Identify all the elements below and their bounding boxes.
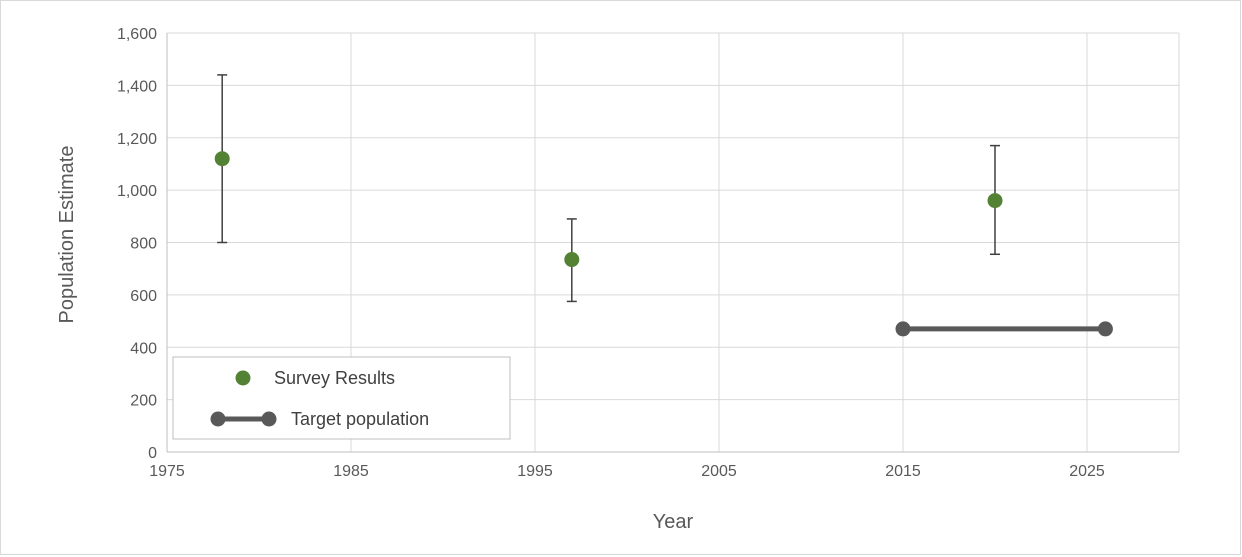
y-tick-label: 800 <box>130 236 157 253</box>
legend-survey-results-label: Survey Results <box>274 368 395 388</box>
legend-target-population-label: Target population <box>291 409 429 429</box>
legend-target-population-marker-left <box>210 411 226 427</box>
legend-box <box>172 356 511 440</box>
y-tick-label: 1,400 <box>117 78 157 95</box>
x-tick-label: 2025 <box>1069 463 1105 480</box>
x-tick-label: 2015 <box>885 463 921 480</box>
tick-labels: 0 200 400 600 800 1,000 1,200 1,400 1,600 1975 198… <box>117 26 1105 480</box>
y-tick-label: 0 <box>148 445 157 462</box>
legend-survey-results-marker <box>235 370 251 386</box>
y-tick-label: 1,000 <box>117 183 157 200</box>
survey-result-point <box>987 193 1003 209</box>
survey-results-series <box>214 74 1003 303</box>
y-tick-label: 600 <box>130 288 157 305</box>
x-tick-label: 1985 <box>333 463 369 480</box>
target-population-marker <box>895 321 911 337</box>
x-axis-title: Year <box>653 511 694 533</box>
target-population-marker <box>1097 321 1113 337</box>
target-population-series <box>895 321 1113 337</box>
y-tick-label: 1,200 <box>117 131 157 148</box>
x-tick-label: 1995 <box>517 463 553 480</box>
x-tick-label: 2005 <box>701 463 737 480</box>
y-tick-label: 400 <box>130 340 157 357</box>
y-axis-title: Population Estimate <box>56 146 78 324</box>
x-tick-label: 1975 <box>149 463 185 480</box>
legend: Survey Results Target population <box>172 356 511 440</box>
gridlines <box>167 32 1180 452</box>
legend-target-population-marker-right <box>261 411 277 427</box>
y-tick-label: 1,600 <box>117 26 157 43</box>
y-tick-label: 200 <box>130 393 157 410</box>
survey-result-point <box>214 151 230 167</box>
axes <box>166 33 1179 453</box>
survey-result-point <box>564 252 580 268</box>
